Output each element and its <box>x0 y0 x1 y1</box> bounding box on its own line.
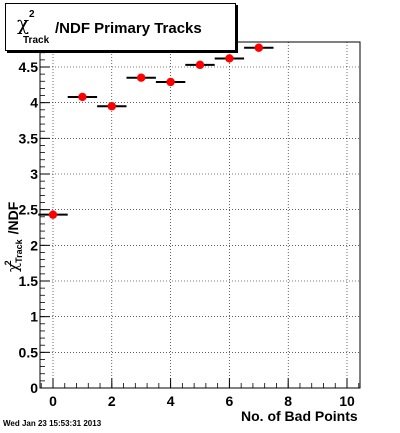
y-tick-label: 0.5 <box>19 344 39 360</box>
plot-frame <box>39 41 361 389</box>
ylabel-subscript: Track <box>14 239 24 263</box>
x-tick-labels: 0 2 4 6 8 10 <box>49 393 355 409</box>
ylabel-rest: /NDF <box>5 201 21 235</box>
title-symbol: χ 2 Track <box>17 9 49 46</box>
grid-lines <box>40 42 360 389</box>
data-point <box>185 60 215 70</box>
y-tick-labels: 0 0.5 1 1.5 2 2.5 3 3.5 4 4.5 <box>19 59 39 396</box>
y-tick-label: 2.5 <box>19 202 39 218</box>
data-point <box>126 73 156 82</box>
y-tick-label: 3 <box>30 166 38 182</box>
y-axis-label: χTrack2/NDF <box>2 140 24 272</box>
x-tick-label: 10 <box>339 393 355 409</box>
y-tick-label: 0 <box>30 380 38 396</box>
x-tick-label: 4 <box>167 393 175 409</box>
y-tick-label: 4 <box>30 95 38 111</box>
data-point <box>244 43 274 52</box>
title-subscript: Track <box>23 35 50 46</box>
point-marker <box>166 77 175 87</box>
y-tick-label: 1.5 <box>19 273 39 289</box>
point-marker <box>78 92 87 102</box>
timestamp: Wed Jan 23 15:53:31 2013 <box>3 419 102 428</box>
point-marker <box>195 60 205 70</box>
point-marker <box>107 102 117 111</box>
x-tick-label: 8 <box>284 393 292 409</box>
data-point <box>155 77 186 87</box>
title-superscript: 2 <box>29 9 35 20</box>
x-tick-label: 6 <box>226 393 234 409</box>
chart-title: /NDF Primary Tracks <box>55 20 202 37</box>
data-point <box>214 54 245 63</box>
point-marker <box>137 73 146 82</box>
y-tick-label: 3.5 <box>19 130 39 146</box>
x-tick-label: 2 <box>108 393 116 409</box>
x-axis-label: No. of Bad Points <box>241 408 358 424</box>
x-tick-label: 0 <box>49 393 57 409</box>
data-point <box>38 210 68 219</box>
ylabel-superscript: 2 <box>3 260 13 266</box>
axis-ticks <box>40 45 360 389</box>
title-chi: χ <box>17 11 30 35</box>
y-tick-label: 1 <box>30 309 38 325</box>
y-tick-label: 2 <box>30 237 38 253</box>
point-marker <box>225 54 234 63</box>
data-points <box>38 43 274 219</box>
data-point <box>67 92 98 102</box>
chart-title-box: χ 2 Track /NDF Primary Tracks <box>5 3 236 51</box>
y-tick-label: 4.5 <box>19 59 39 75</box>
point-marker <box>48 210 58 219</box>
point-marker <box>254 43 263 52</box>
data-point <box>97 102 127 111</box>
